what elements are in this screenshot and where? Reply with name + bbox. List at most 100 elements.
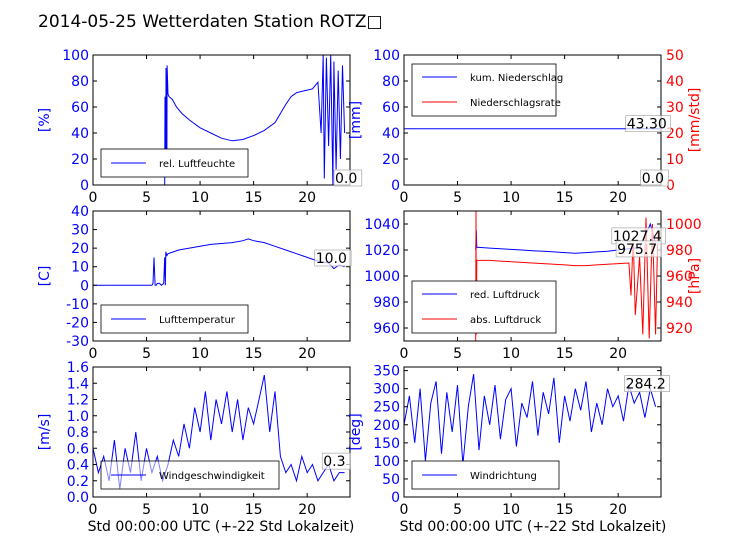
y-tick-label: 60 [382,100,400,116]
chart-4: 0 5 10 15 20 0.00.20.40.60.81.01.21.41.6 [m/s]… [37,360,351,518]
x-tick-label: 0 [400,190,409,206]
x-tick-label: 0 [89,346,98,362]
y-tick-label: 100 [62,48,89,64]
y-tick-label: 0 [80,278,89,294]
y2-tick-label: 920 [666,321,693,337]
y-tick-label: 40 [71,126,89,142]
y-axis-label: [mm] [348,101,364,139]
chart-1: 0 5 10 15 2002040608010001020304050[mm/std][… [348,48,703,206]
x-tick-label: 20 [609,502,627,518]
y-tick-label: 40 [71,204,89,220]
y-tick-label: 0.6 [67,441,89,457]
x-tick-label: 10 [502,190,520,206]
y-axis-label: [C] [37,266,53,287]
y-tick-label: 60 [71,100,89,116]
y-tick-label: 1000 [364,269,400,285]
y-tick-label: 20 [382,152,400,168]
chart-0: 0 5 10 15 20 0 20 40 60 80 100 [%] rel. Luftfeuchte 0… [37,48,363,206]
y-tick-label: 350 [373,364,400,380]
y-tick-label: 300 [373,382,400,398]
y-tick-label: 1.0 [67,409,89,425]
x-tick-label: 20 [609,190,627,206]
x-tick-label: 15 [245,502,263,518]
chart-5: 0 5 10 15 20050100150200250300350[deg]Windri… [348,364,670,518]
y2-axis-label: [hPa] [687,258,703,294]
annotation-label: 10.0 [316,251,347,267]
y-tick-label: 0 [80,178,89,194]
series-line-0 [92,374,345,489]
x-tick-label: 5 [453,502,462,518]
y-tick-label: 100 [373,48,400,64]
series-line-0 [93,238,345,286]
plot-frame [403,366,662,498]
annotation-box [615,240,662,258]
x-tick-label: 5 [142,346,151,362]
y-tick-label: 80 [382,74,400,90]
legend-label: kum. Niederschlag [470,73,563,84]
annotation-label: 975.7 [617,242,657,258]
chart-2: 0 5 10 15 20 -30 -20 -10 0 10 20 30 40 [C] Lufttempera… [37,204,352,362]
x-tick-label: 15 [245,190,263,206]
x-tick-label: 20 [298,346,316,362]
y-tick-label: 40 [382,126,400,142]
y-tick-label: 200 [373,418,400,434]
y-tick-label: 960 [373,321,400,337]
y2-tick-label: 960 [666,269,693,285]
y-tick-label: 50 [382,472,400,488]
y-axis-label: [%] [37,108,53,132]
y-axis-label: [m/s] [37,414,53,451]
y-tick-label: 0.2 [67,474,89,490]
y-tick-label: 0 [391,490,400,506]
y-tick-label: 1.4 [67,376,89,392]
plot-frame [92,210,351,342]
legend-box [411,63,557,117]
legend-label: Lufttemperatur [159,315,236,326]
x-tick-label: 15 [556,190,574,206]
y2-tick-label: 0 [666,178,675,194]
y2-tick-label: 1000 [666,217,702,233]
y-axis-label: [deg] [348,413,364,450]
y2-tick-label: 40 [666,74,684,90]
y-tick-label: 250 [373,400,400,416]
annotation-box [624,375,670,392]
y-tick-label: 1020 [364,243,400,259]
y2-tick-label: 50 [666,48,684,64]
x-tick-label: 20 [609,346,627,362]
x-tick-label: 0 [400,346,409,362]
legend-label: red. Luftdruck [470,290,540,301]
x-tick-label: 5 [142,502,151,518]
x-tick-label: 0 [89,502,98,518]
y2-tick-label: 940 [666,295,693,311]
x-tick-label: 5 [142,190,151,206]
legend-label: Windrichtung [470,471,537,482]
annotation-label: 0.3 [323,454,345,470]
y2-tick-label: 980 [666,243,693,259]
legend-label: rel. Luftfeuchte [159,159,235,170]
plot-frame [92,54,351,186]
annotation-box [625,115,672,133]
y-tick-label: 20 [71,152,89,168]
y2-tick-label: 30 [666,100,684,116]
y-tick-label: 20 [71,241,89,257]
annotation-box [640,169,669,187]
series-line-0 [403,374,657,465]
x-tick-label: 10 [502,502,520,518]
y-tick-label: 10 [71,260,89,276]
annotation-box [314,249,352,267]
annotation-box [321,452,351,470]
y-tick-label: -30 [66,334,89,350]
x-tick-label: 15 [245,346,263,362]
y-tick-label: -10 [66,297,89,313]
annotation-label: 284.2 [626,377,666,393]
x-tick-label: 10 [502,346,520,362]
x-axis-label-left: Std 00:00:00 UTC (+-22 Std Lokalzeit) [88,519,355,535]
annotation-label: 43.30 [627,117,667,133]
y-tick-label: 1040 [364,217,400,233]
x-tick-label: 10 [191,346,209,362]
chart-3: 0 5 10 15 20 960 980 1000 1020 1040 920 940 960 980 10… [364,210,703,362]
legend-label: abs. Luftdruck [470,315,541,326]
legend-label: Windgeschwindigkeit [159,471,265,482]
y-tick-label: 30 [71,223,89,239]
x-tick-label: 5 [453,190,462,206]
